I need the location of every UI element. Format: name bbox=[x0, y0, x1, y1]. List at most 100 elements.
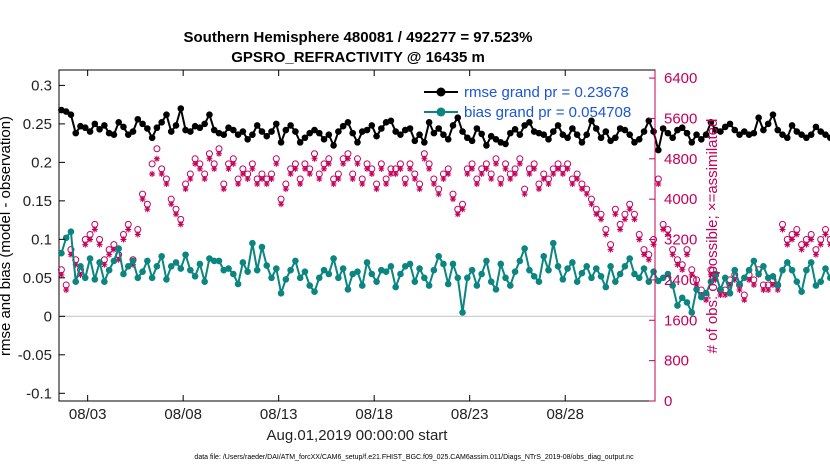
assimilated-obs-marker bbox=[225, 165, 232, 172]
assimilated-obs-marker bbox=[679, 266, 686, 273]
rmse-point bbox=[86, 128, 94, 135]
bias-point bbox=[807, 259, 815, 266]
rmse-point bbox=[540, 131, 548, 138]
bias-point bbox=[635, 274, 643, 282]
rmse-point bbox=[253, 122, 261, 129]
x-tick-label: 08/03 bbox=[69, 406, 107, 423]
bias-point bbox=[612, 278, 619, 285]
rmse-point bbox=[645, 117, 653, 125]
bias-point bbox=[225, 265, 232, 272]
rmse-point bbox=[115, 119, 122, 126]
assimilated-obs-marker bbox=[526, 170, 533, 177]
bias-point bbox=[693, 286, 700, 293]
assimilated-obs-marker bbox=[139, 196, 146, 203]
assimilated-obs-marker bbox=[636, 236, 643, 243]
rmse-point bbox=[91, 120, 99, 128]
bias-point bbox=[454, 274, 462, 282]
bias-point bbox=[822, 265, 829, 272]
rmse-point bbox=[631, 139, 638, 146]
rmse-point bbox=[210, 126, 218, 134]
y-right-tick-label: 4800 bbox=[664, 151, 697, 168]
bias-point bbox=[120, 270, 127, 278]
bias-point bbox=[755, 270, 762, 278]
rmse-point bbox=[301, 134, 309, 142]
assimilated-obs-marker bbox=[306, 170, 313, 177]
chart-subtitle: GPSRO_REFRACTIVITY @ 16435 m bbox=[231, 49, 485, 66]
bias-point bbox=[330, 255, 337, 262]
bias-point bbox=[526, 266, 533, 274]
rmse-point bbox=[798, 131, 805, 138]
assimilated-obs-marker bbox=[454, 211, 461, 218]
rmse-point bbox=[721, 123, 729, 131]
bias-point bbox=[153, 262, 161, 270]
assimilated-obs-marker bbox=[664, 231, 671, 238]
bias-point bbox=[272, 265, 280, 272]
rmse-point bbox=[81, 124, 89, 132]
bias-point bbox=[320, 266, 328, 274]
y-right-tick-label: 800 bbox=[664, 353, 689, 370]
assimilated-obs-marker bbox=[540, 175, 547, 182]
bias-point bbox=[578, 269, 586, 277]
assimilated-obs-marker bbox=[822, 231, 829, 238]
bias-point bbox=[373, 278, 380, 285]
bias-point bbox=[607, 262, 614, 270]
assimilated-obs-marker bbox=[564, 165, 571, 172]
rmse-point bbox=[277, 139, 285, 146]
assimilated-obs-marker bbox=[507, 175, 514, 182]
bias-point bbox=[96, 259, 103, 266]
rmse-point bbox=[573, 131, 581, 138]
rmse-point bbox=[272, 120, 280, 128]
rmse-point bbox=[736, 131, 743, 138]
bias-point bbox=[731, 266, 739, 274]
rmse-point bbox=[683, 129, 691, 137]
rmse-point bbox=[545, 135, 552, 143]
possible-obs-marker bbox=[826, 236, 830, 244]
assimilated-obs-marker bbox=[683, 251, 690, 258]
rmse-point bbox=[158, 119, 165, 126]
rmse-point bbox=[726, 120, 734, 128]
assimilated-obs-marker bbox=[254, 181, 261, 188]
bias-point bbox=[201, 278, 208, 285]
bias-point bbox=[129, 257, 137, 265]
assimilated-obs-marker bbox=[497, 181, 504, 188]
bias-point bbox=[688, 309, 696, 316]
rmse-point bbox=[96, 125, 103, 133]
assimilated-obs-marker bbox=[177, 221, 184, 228]
bias-point bbox=[631, 270, 638, 278]
bias-point bbox=[358, 282, 366, 289]
rmse-point bbox=[812, 123, 820, 131]
bias-point bbox=[650, 268, 657, 275]
assimilated-obs-marker bbox=[703, 297, 710, 304]
assimilated-obs-marker bbox=[559, 170, 566, 177]
rmse-point bbox=[387, 117, 395, 125]
bias-point bbox=[258, 243, 266, 251]
bias-point bbox=[812, 282, 820, 289]
bias-point bbox=[101, 278, 108, 285]
rmse-point bbox=[263, 132, 271, 140]
rmse-point bbox=[449, 122, 457, 129]
assimilated-obs-marker bbox=[798, 246, 805, 253]
bias-point bbox=[545, 266, 552, 274]
y-tick-label: 0.05 bbox=[23, 270, 52, 287]
bias-point bbox=[817, 278, 825, 285]
rmse-point bbox=[172, 122, 180, 129]
assimilated-obs-marker bbox=[817, 241, 824, 248]
assimilated-obs-marker bbox=[91, 226, 98, 233]
assimilated-obs-marker bbox=[473, 181, 480, 188]
assimilated-obs-marker bbox=[282, 186, 289, 193]
assimilated-obs-marker bbox=[235, 181, 242, 188]
rmse-point bbox=[421, 139, 428, 146]
rmse-point bbox=[564, 134, 571, 142]
rmse-point bbox=[120, 123, 127, 131]
bias-point bbox=[669, 282, 676, 289]
rmse-point bbox=[602, 128, 610, 135]
assimilated-obs-marker bbox=[344, 155, 351, 162]
bias-point bbox=[678, 294, 686, 302]
rmse-point bbox=[612, 134, 619, 142]
rmse-point bbox=[793, 128, 801, 135]
bias-point bbox=[459, 309, 466, 316]
bias-point bbox=[726, 289, 734, 297]
rmse-point bbox=[741, 128, 748, 135]
y-tick-label: 0 bbox=[44, 308, 52, 325]
